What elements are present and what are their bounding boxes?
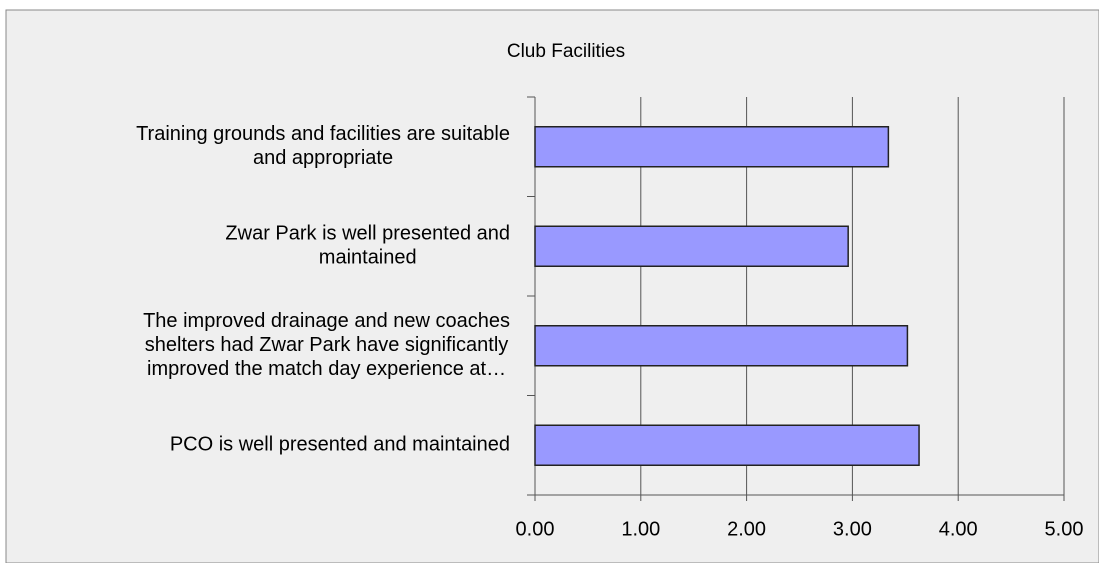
y-tick-label: Zwar Park is well presented and: [225, 223, 510, 245]
y-tick-label: shelters had Zwar Park have significantl…: [145, 334, 509, 356]
x-tick-label: 2.00: [727, 518, 766, 540]
bar: [534, 126, 890, 168]
x-tick-label: 0.00: [516, 518, 555, 540]
x-tick-label: 3.00: [833, 518, 872, 540]
x-tick-label: 1.00: [621, 518, 660, 540]
y-tick-label: PCO is well presented and maintained: [170, 434, 510, 456]
y-tick-label: The improved drainage and new coaches: [143, 310, 510, 332]
bar: [534, 225, 849, 267]
chart-background: [5, 9, 1099, 563]
x-tick-label: 4.00: [939, 518, 978, 540]
y-tick-label: improved the match day experience at…: [147, 358, 506, 380]
y-tick-label: maintained: [319, 247, 417, 269]
y-tick-label: Training grounds and facilities are suit…: [136, 123, 510, 145]
chart-title: Club Facilities: [507, 41, 625, 62]
bar: [534, 424, 920, 466]
bar: [534, 325, 909, 367]
y-tick-label: and appropriate: [253, 147, 393, 169]
x-tick-label: 5.00: [1045, 518, 1084, 540]
